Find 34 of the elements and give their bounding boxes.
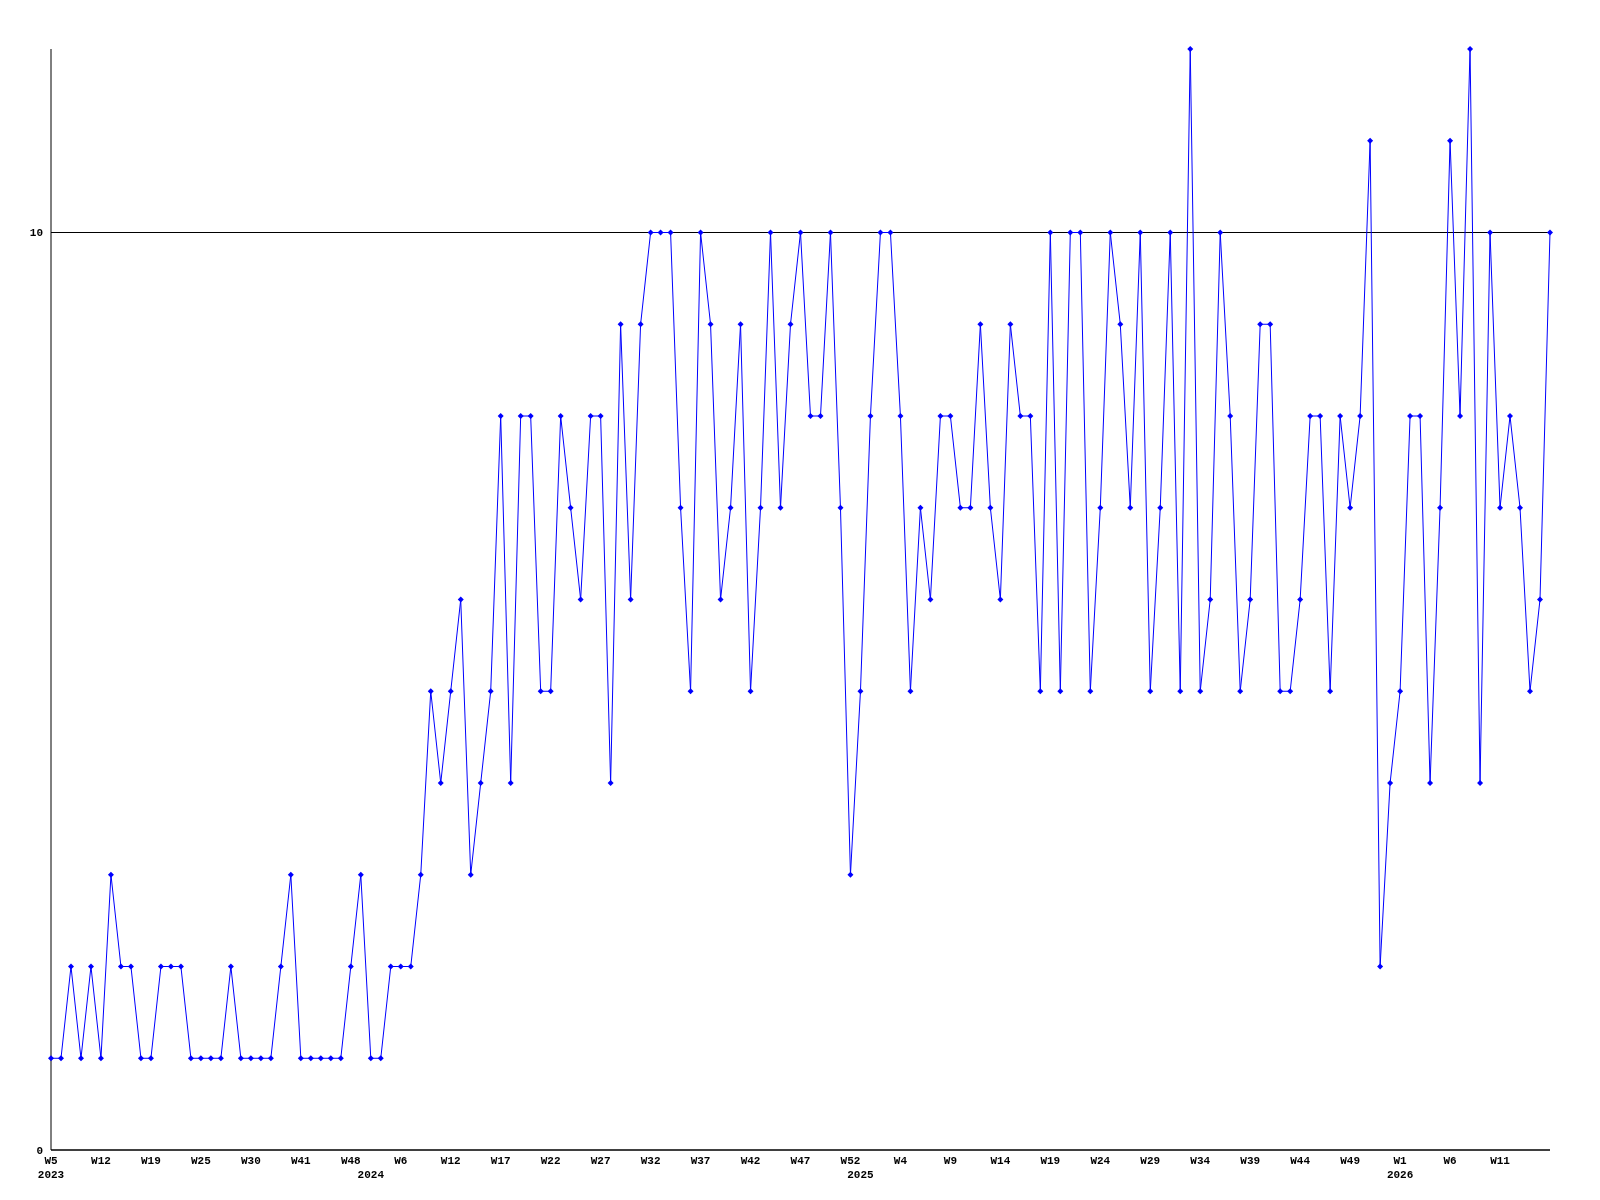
x-tick-label: W4 [893,1155,908,1167]
x-tick-label: W12 [440,1155,461,1167]
x-tick-label: W19 [141,1155,161,1167]
x-tick-label: W17 [490,1155,511,1167]
y-tick-label: 10 [29,227,43,240]
x-tick-label: W44 [1290,1155,1311,1167]
x-tick-label: W12 [91,1155,111,1167]
x-tick-label: W6 [1443,1155,1457,1167]
x-tick-label: W25 [190,1155,212,1167]
x-tick-label: W29 [1140,1155,1161,1167]
x-tick-label: W32 [640,1155,661,1167]
x-tick-label: W5 2023 [37,1155,65,1181]
x-tick-label: W34 [1190,1155,1211,1167]
x-tick-label: W37 [690,1155,711,1167]
x-tick-label: W47 [790,1155,811,1167]
x-tick-label: W19 [1040,1155,1061,1167]
x-tick-label: W42 [740,1155,761,1167]
x-tick-label: W41 [290,1155,312,1167]
x-tick-label: W9 [943,1155,957,1167]
x-tick-label: W24 [1090,1155,1111,1167]
y-tick-label: 0 [36,1144,43,1157]
x-tick-label: W49 [1340,1155,1361,1167]
x-tick-label: W39 [1240,1155,1261,1167]
x-tick-label: W11 [1490,1155,1511,1167]
x-tick-label: W52 [840,1155,861,1167]
x-tick-label: W48 [340,1155,362,1167]
x-tick-label: W30 [240,1155,261,1167]
x-tick-label: W22 [540,1155,561,1167]
x-tick-label: W6 [394,1155,408,1167]
x-tick-label: W27 [590,1155,611,1167]
x-tick-label: 2025 [847,1169,875,1181]
x-tick-label: W14 [990,1155,1011,1167]
x-tick-label: 2024 [357,1169,385,1181]
x-tick-label: W1 2026 [1386,1155,1414,1181]
